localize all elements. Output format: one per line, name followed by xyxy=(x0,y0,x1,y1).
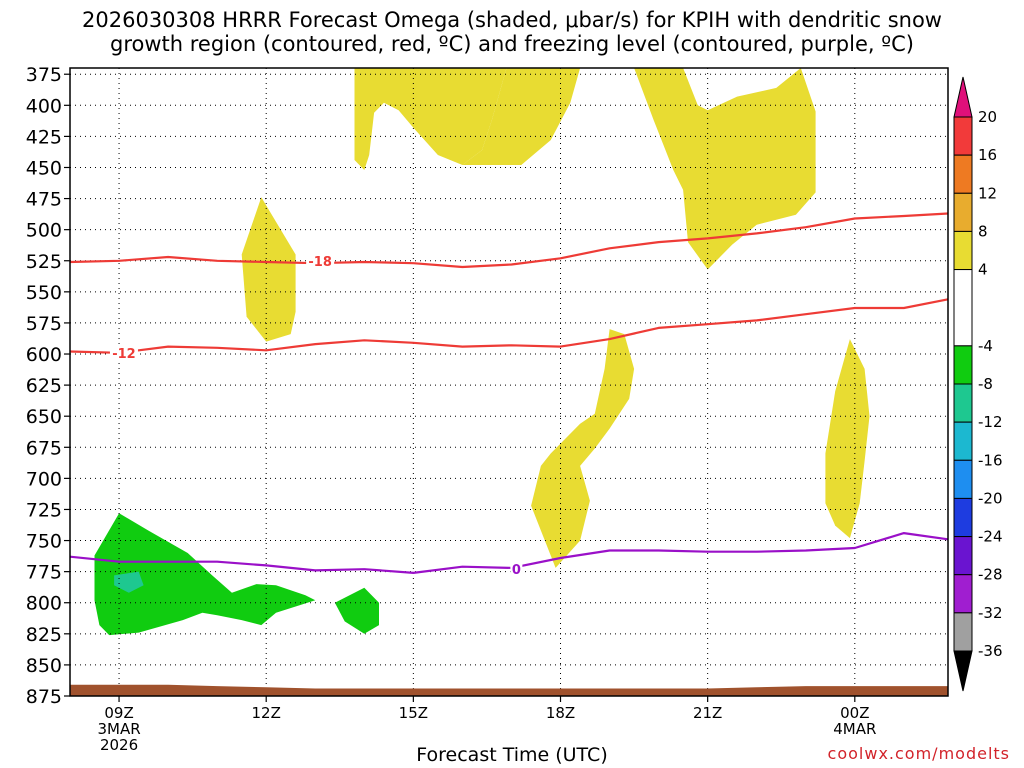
y-tick-label: 625 xyxy=(26,375,62,397)
colorbar-segment xyxy=(953,536,973,576)
credit-link[interactable]: coolwx.com/modelts xyxy=(827,744,1010,763)
x-axis-label: Forecast Time (UTC) xyxy=(416,744,608,766)
colorbar-label: 20 xyxy=(978,108,997,126)
colorbar-label: 4 xyxy=(978,261,988,279)
x-tick-label: 12Z xyxy=(252,704,281,722)
colorbar-label: 16 xyxy=(978,146,997,164)
x-tick-label: 21Z xyxy=(693,704,722,722)
omega-shaded-region xyxy=(462,68,581,165)
y-tick-label: 650 xyxy=(26,406,62,428)
omega-shaded-region xyxy=(354,68,507,170)
contour-label-bg xyxy=(510,562,523,577)
contour-line xyxy=(69,298,949,354)
colorbar-segment xyxy=(953,230,973,271)
y-tick-label: 575 xyxy=(26,313,62,335)
x-tick-label: 15Z xyxy=(399,704,428,722)
colorbar-label: -32 xyxy=(978,604,1003,622)
colorbar-segment xyxy=(953,574,973,614)
contour-label-bg xyxy=(109,345,138,360)
y-tick-label: 550 xyxy=(26,282,62,304)
y-tick-label: 775 xyxy=(26,562,62,584)
colorbar-label: -8 xyxy=(978,375,993,393)
y-tick-label: 375 xyxy=(26,64,62,86)
y-tick-label: 500 xyxy=(26,220,62,242)
colorbar-segment xyxy=(953,116,973,156)
y-tick-label: 450 xyxy=(26,157,62,179)
colorbar-segment xyxy=(953,497,973,538)
omega-shaded-region xyxy=(531,329,635,568)
contour-label: -18 xyxy=(308,255,332,270)
x-tick-label: 00Z xyxy=(840,704,869,722)
y-tick-label: 675 xyxy=(26,437,62,459)
colorbar-segment xyxy=(953,269,973,347)
colorbar-segment xyxy=(953,421,973,461)
x-tick-label: 4MAR xyxy=(833,720,876,738)
y-tick-label: 850 xyxy=(26,655,62,677)
omega-shaded-region xyxy=(114,571,144,593)
colorbar-label: -36 xyxy=(978,642,1003,660)
colorbar-label: -4 xyxy=(978,337,993,355)
y-tick-label: 825 xyxy=(26,624,62,646)
y-tick-label: 400 xyxy=(26,95,62,117)
colorbar-segment xyxy=(953,345,973,385)
x-tick-label: 3MAR xyxy=(97,720,140,738)
colorbar-segment xyxy=(953,154,973,194)
y-tick-label: 600 xyxy=(26,344,62,366)
colorbar-label: -20 xyxy=(978,489,1003,507)
contour-line xyxy=(69,212,949,269)
colorbar-label: -12 xyxy=(978,413,1003,431)
colorbar-label: 8 xyxy=(978,222,988,240)
y-tick-label: 700 xyxy=(26,468,62,490)
colorbar-label: -24 xyxy=(978,528,1003,546)
contour-label-bg xyxy=(306,253,335,268)
colorbar-segment xyxy=(953,192,973,232)
y-tick-label: 525 xyxy=(26,251,62,273)
y-tick-label: 875 xyxy=(26,686,62,708)
colorbar-label: -28 xyxy=(978,566,1003,584)
colorbar-segment xyxy=(953,383,973,423)
colorbar-top-arrow xyxy=(953,76,973,118)
colorbar-label: -16 xyxy=(978,451,1003,469)
y-tick-label: 475 xyxy=(26,189,62,211)
omega-shaded-region xyxy=(825,339,870,539)
x-tick-label: 2026 xyxy=(100,736,138,754)
y-tick-label: 800 xyxy=(26,593,62,615)
colorbar-bottom-arrow xyxy=(953,650,973,692)
colorbar-label: 12 xyxy=(978,184,997,202)
colorbar-segment xyxy=(953,612,973,652)
omega-shaded-region xyxy=(94,513,316,636)
colorbar-segment xyxy=(953,459,973,499)
x-tick-label: 18Z xyxy=(546,704,575,722)
x-tick-label: 09Z xyxy=(104,704,133,722)
omega-shaded-region xyxy=(634,68,816,270)
y-tick-label: 750 xyxy=(26,531,62,553)
contour-label: -12 xyxy=(112,347,136,362)
plot-frame xyxy=(69,67,949,697)
omega-shaded-region xyxy=(334,587,379,634)
y-tick-label: 725 xyxy=(26,499,62,521)
contour-label: 0 xyxy=(512,563,521,578)
terrain-ground xyxy=(70,684,948,696)
chart-title: 2026030308 HRRR Forecast Omega (shaded, … xyxy=(82,8,942,56)
omega-shaded-region xyxy=(241,197,296,342)
y-tick-label: 425 xyxy=(26,126,62,148)
